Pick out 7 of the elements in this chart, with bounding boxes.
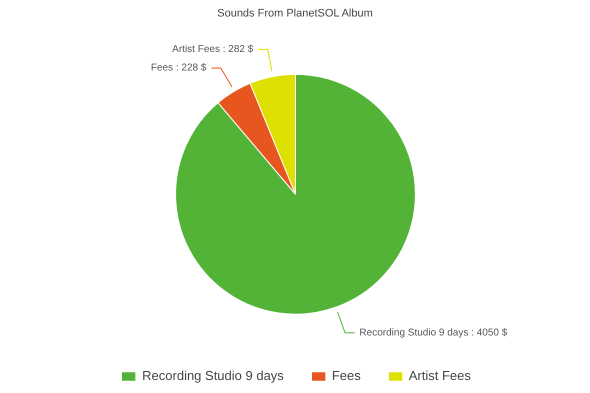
category-label: Recording Studio 9 days : 4050 $ <box>359 327 508 338</box>
chart-title: Sounds From PlanetSOL Album <box>217 8 373 20</box>
legend-label: Recording Studio 9 days <box>142 368 284 383</box>
legend-label: Artist Fees <box>408 368 471 383</box>
category-label: Artist Fees : 282 $ <box>172 44 254 55</box>
legend-label: Fees <box>332 368 361 383</box>
category-label: Fees : 228 $ <box>150 62 206 74</box>
